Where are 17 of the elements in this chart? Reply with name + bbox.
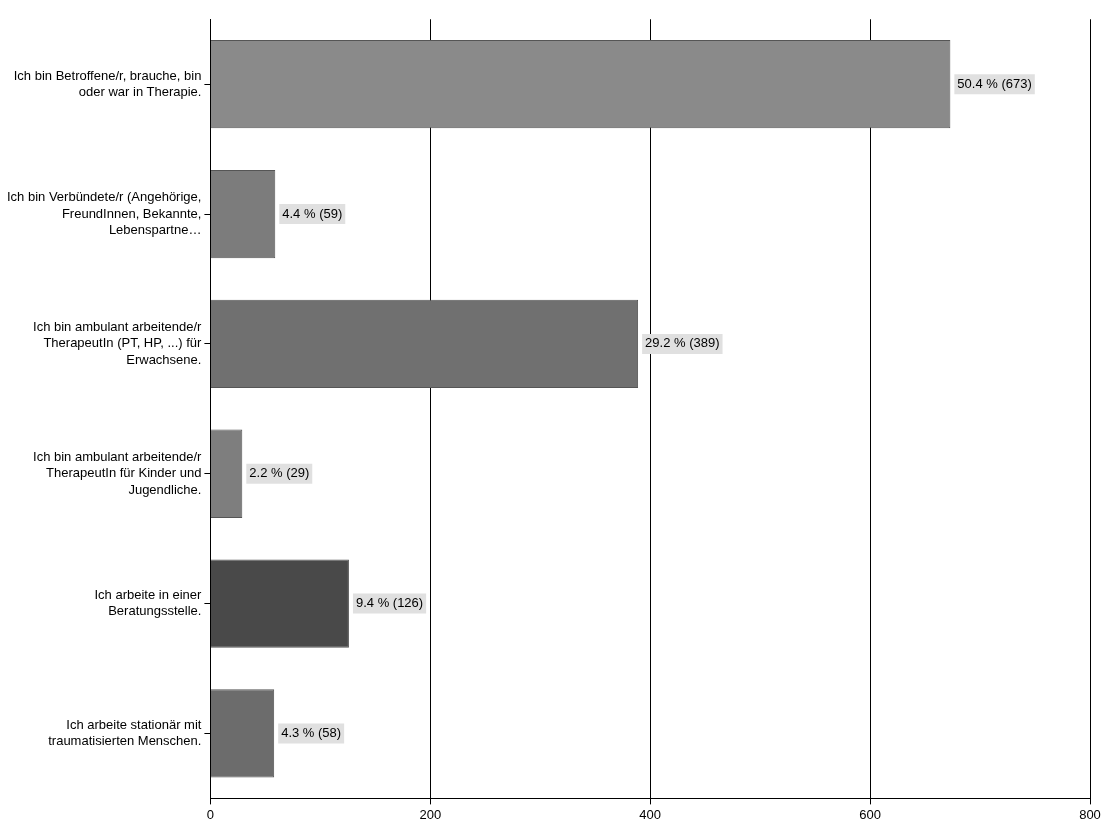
data-label: 4.3 % (58) xyxy=(281,725,342,741)
y-tick-label: Ich arbeite in einer Beratungsstelle. xyxy=(94,587,203,619)
data-label: 50.4 % (673) xyxy=(957,75,1032,91)
y-tick-label: Ich bin Betroffene/r, brauche, bin oder war in Therapie. xyxy=(13,67,202,99)
x-tick-label: 400 xyxy=(639,806,662,822)
x-tick-label: 800 xyxy=(1079,806,1101,822)
x-tick-label: 200 xyxy=(419,806,442,822)
y-tick-label: Ich bin Verbündete/r (Angehörige, FreundInnen, Bekannte, Lebenspartne… xyxy=(6,189,202,237)
y-tick-label: Ich bin ambulant arbeitende/r TherapeutIn für Kinder und Jugendliche. xyxy=(33,449,203,497)
data-label: 29.2 % (389) xyxy=(645,335,720,351)
y-tick-label: Ich arbeite stationär mit traumatisierten Menschen. xyxy=(48,716,202,749)
data-label: 9.4 % (126) xyxy=(355,595,424,611)
data-label: 2.2 % (29) xyxy=(249,465,310,481)
x-tick-label: 0 xyxy=(206,806,215,822)
x-tick-label: 600 xyxy=(859,806,881,822)
y-tick-label: Ich bin ambulant arbeitende/r TherapeutIn (PT, HP, ...) für Erwachsene. xyxy=(33,319,203,367)
data-label: 4.4 % (59) xyxy=(282,205,343,221)
